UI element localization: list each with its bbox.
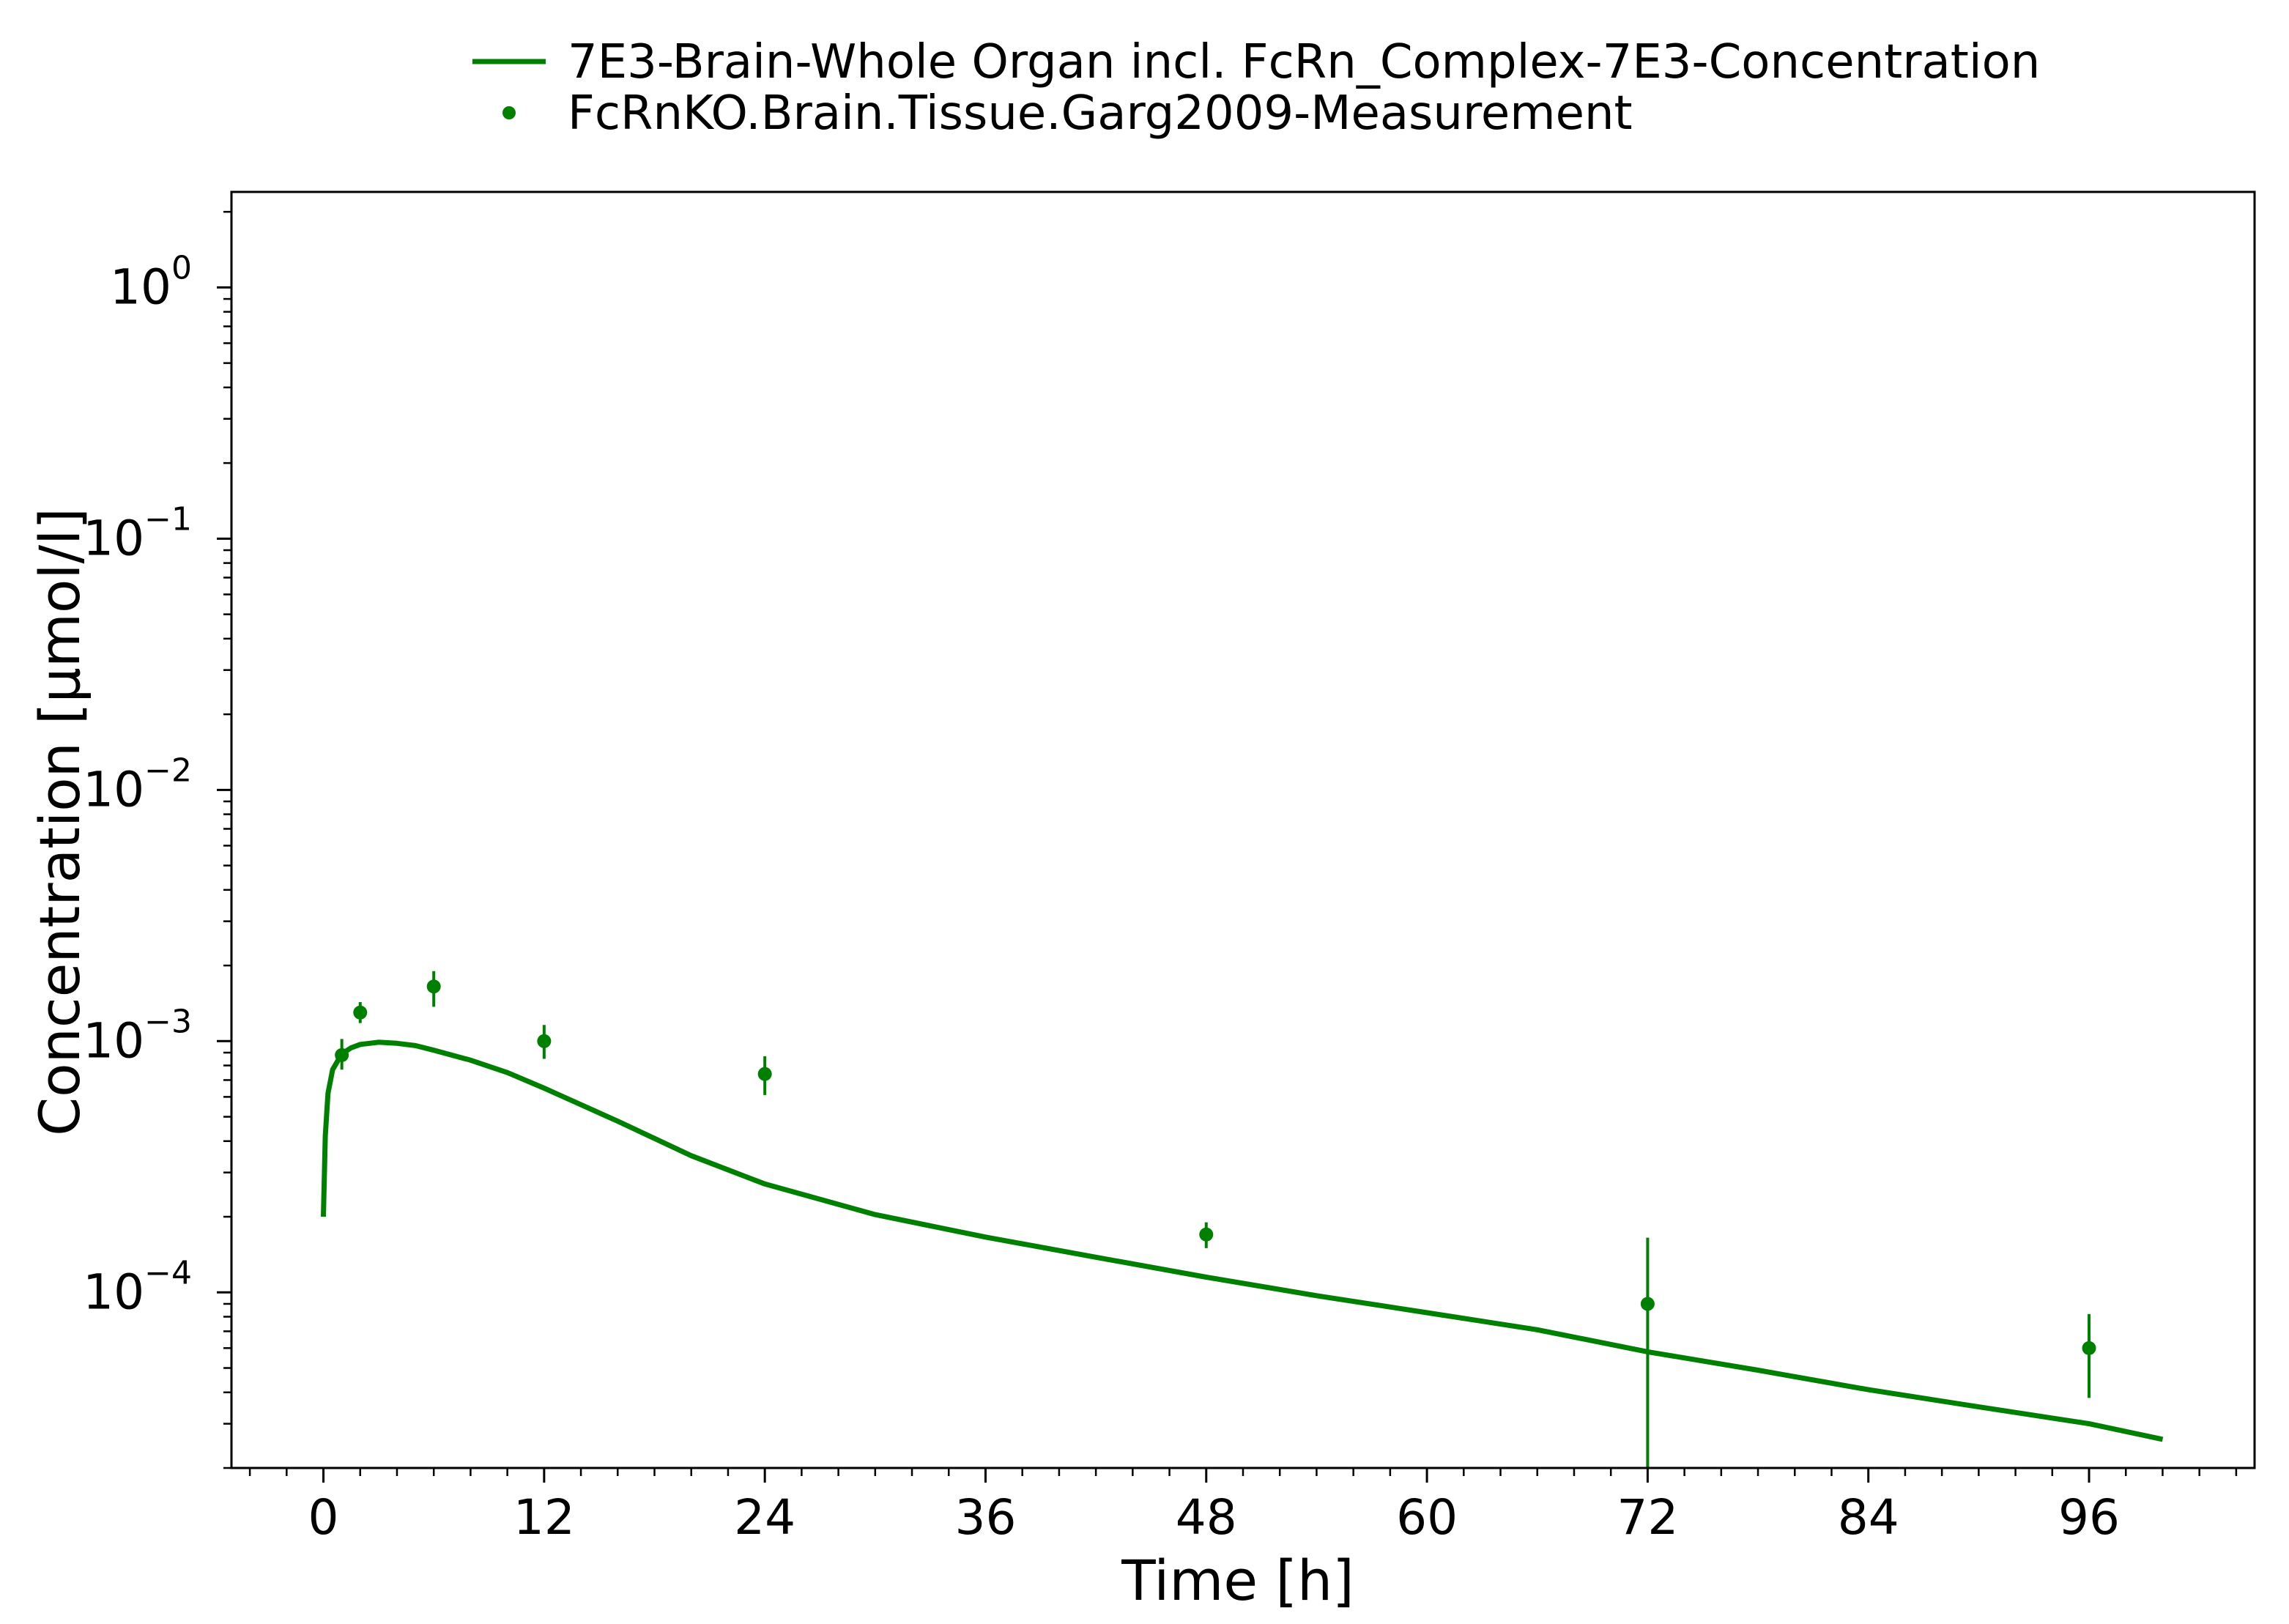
legend-marker-swatch	[502, 106, 516, 119]
y-tick-label: 100	[110, 249, 192, 315]
x-tick-label: 60	[1396, 1489, 1458, 1546]
x-axis-title: Time [h]	[1121, 1548, 1354, 1613]
data-point-measurement	[1640, 1297, 1655, 1311]
data-point-measurement	[335, 1048, 349, 1062]
x-tick-label: 0	[308, 1489, 339, 1546]
data-point-measurement	[537, 1034, 552, 1048]
x-tick-label: 12	[513, 1489, 575, 1546]
y-tick-label: 10−3	[83, 1003, 192, 1069]
x-tick-label: 36	[954, 1489, 1016, 1546]
legend-entry-marker-label: FcRnKO.Brain.Tissue.Garg2009-Measurement	[568, 86, 1633, 141]
plot-area: 0 12 24 36 48 60 72 84 96 100 10−1 10−2 10−3 10−4	[83, 190, 2256, 1546]
x-tick-label: 48	[1176, 1489, 1237, 1546]
x-tick-label: 72	[1617, 1489, 1678, 1546]
x-tick-label: 84	[1838, 1489, 1899, 1546]
series-line-concentration	[321, 1039, 2164, 1442]
data-point-measurement	[757, 1067, 772, 1081]
y-axis-title: Concentration [µmol/l]	[27, 508, 92, 1136]
legend-entry-line-label: 7E3-Brain-Whole Organ incl. FcRn_Complex…	[568, 35, 2040, 89]
legend: 7E3-Brain-Whole Organ incl. FcRn_Complex…	[472, 35, 2040, 141]
plot-frame	[230, 190, 2256, 1469]
data-point-measurement	[1199, 1227, 1214, 1242]
data-point-measurement	[426, 979, 441, 994]
data-point-measurement	[2082, 1341, 2096, 1355]
y-tick-label: 10−1	[83, 500, 192, 566]
y-tick-label: 10−4	[83, 1254, 192, 1320]
x-tick-label: 96	[2058, 1489, 2120, 1546]
y-tick-label: 10−2	[83, 752, 192, 817]
data-point-measurement	[353, 1005, 368, 1020]
x-tick-label: 24	[734, 1489, 795, 1546]
